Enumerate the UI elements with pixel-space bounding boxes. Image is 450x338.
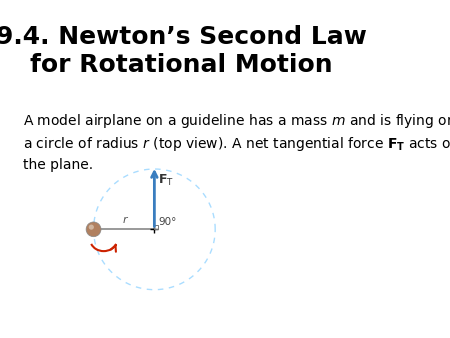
Circle shape bbox=[86, 222, 101, 237]
Text: 90°: 90° bbox=[158, 217, 177, 227]
Text: A model airplane on a guideline has a mass $m$ and is flying on
a circle of radi: A model airplane on a guideline has a ma… bbox=[22, 112, 450, 172]
Text: $\mathbf{F}_\mathrm{T}$: $\mathbf{F}_\mathrm{T}$ bbox=[158, 173, 175, 188]
Text: 9.4. Newton’s Second Law
for Rotational Motion: 9.4. Newton’s Second Law for Rotational … bbox=[0, 25, 367, 77]
Circle shape bbox=[89, 224, 94, 230]
Text: $r$: $r$ bbox=[122, 214, 129, 225]
